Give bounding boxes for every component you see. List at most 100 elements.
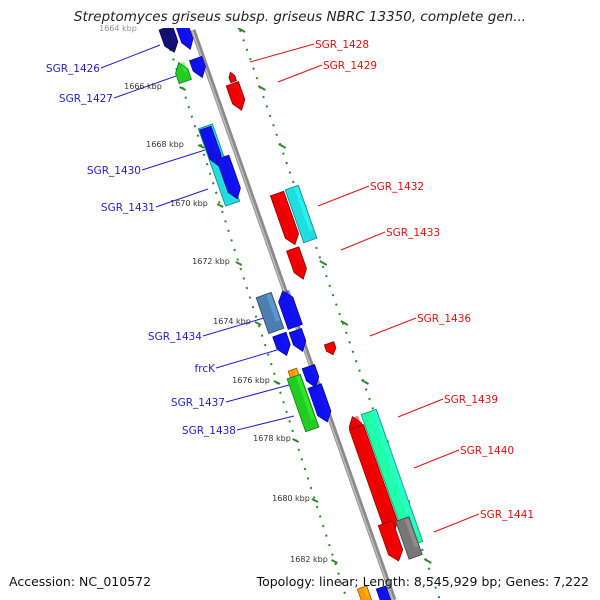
leader-sgr-1434 [202, 317, 265, 337]
tick-left-7 [292, 438, 300, 443]
tick-left-5 [254, 321, 262, 326]
tick-right-6 [361, 379, 370, 385]
gene-top-red [189, 0, 207, 14]
gene-bottom-blue [375, 585, 393, 600]
gene-label-sgr-1439[interactable]: SGR_1439 [444, 394, 498, 406]
gene-sgr-1433-outline [286, 246, 307, 280]
gene-sgr-1438-green-highlight [295, 375, 315, 421]
tick-left-8 [311, 498, 319, 503]
tick-right-0 [237, 28, 246, 33]
gene-frck-outline [272, 331, 291, 356]
gene-sgr-1429 [225, 81, 246, 111]
scale-label-1668: 1668 kbp [146, 140, 184, 149]
gene-label-sgr-1440[interactable]: SGR_1440 [460, 445, 514, 457]
leader-sgr-1433 [340, 231, 386, 251]
gene-bottom-orange-body [357, 585, 373, 600]
gene-sgr-1430 [199, 125, 222, 167]
gene-sgr-1434-highlight [285, 289, 299, 318]
tick-left-9 [331, 559, 338, 564]
leader-sgr-1432 [317, 185, 370, 207]
gene-sgr-1441-body [378, 520, 403, 561]
ruler-line-right [239, 29, 441, 600]
ruler-lines [163, 29, 441, 600]
gene-sgr-1427-blue-outline [189, 55, 206, 79]
gene-sgr-1428 [228, 71, 238, 84]
leader-sgr-1430 [141, 149, 206, 171]
scale-label-1664: 1664 kbp [99, 24, 137, 33]
gene-sgr-1438-outline [307, 383, 332, 423]
gene-label-sgr-1432[interactable]: SGR_1432 [370, 181, 424, 193]
scale-label-1678: 1678 kbp [253, 434, 291, 443]
scale-label-1666: 1666 kbp [124, 82, 162, 91]
gene-frck-2-outline [288, 327, 307, 353]
gene-sgr-1428-highlight [230, 72, 235, 78]
gene-label-sgr-1433[interactable]: SGR_1433 [386, 227, 440, 239]
gene-frck-2 [288, 327, 307, 353]
gene-sgr-1430-outline [199, 125, 222, 167]
gene-frck-highlight [281, 333, 290, 347]
gene-frck-2-highlight [297, 329, 305, 343]
leader-sgr-1427 [113, 75, 177, 99]
gene-sgr-1441-outline [377, 520, 404, 562]
gene-label-sgr-1434[interactable]: SGR_1434 [148, 331, 202, 343]
gene-sgr-1428-body [229, 72, 237, 83]
gene-top-red-highlight [197, 0, 203, 3]
leader-sgr-1438 [236, 415, 295, 431]
gene-sgr-1436-highlight [330, 342, 335, 350]
gene-label-sgr-1437[interactable]: SGR_1437 [171, 397, 225, 409]
gene-sgr-1441-gray-outline [395, 516, 423, 560]
gene-sgr-1426-navy-highlight [167, 28, 177, 44]
gene-sgr-1440-body [349, 424, 398, 533]
gene-label-sgr-1431[interactable]: SGR_1431 [101, 202, 155, 214]
gene-label-sgr-1427[interactable]: SGR_1427 [59, 93, 113, 105]
gene-sgr-1432-cyan-outline [284, 184, 318, 244]
gene-label-sgr-1429[interactable]: SGR_1429 [323, 60, 377, 72]
gene-label-sgr-1426[interactable]: SGR_1426 [46, 63, 100, 75]
gene-top-red-body [189, 0, 207, 14]
gene-sgr-1438-highlight [316, 385, 330, 413]
gene-sgr-1441 [377, 520, 404, 562]
leader-sgr-1429 [277, 64, 323, 83]
tick-right-1 [257, 85, 266, 91]
gene-sgr-1438-green-outline [286, 373, 320, 433]
gene-bottom-orange [356, 585, 374, 600]
scale-label-1670: 1670 kbp [170, 199, 208, 208]
gene-sgr-1436 [323, 341, 337, 356]
gene-sgr-1432 [269, 190, 300, 246]
gene-sgr-1434-steel [255, 291, 285, 335]
gene-sgr-1432-body [270, 191, 299, 245]
accession-text: Accession: NC_010572 [9, 574, 152, 589]
gene-sgr-1427-blue [189, 55, 206, 79]
gene-sgr-1429-highlight [234, 82, 244, 102]
gene-sgr-1430-highlight [207, 127, 221, 157]
leader-frck [215, 349, 278, 369]
gene-sgr-1432-cyan [284, 184, 318, 244]
gene-sgr-1430-body [199, 126, 222, 166]
gene-label-frck[interactable]: frcK [195, 363, 217, 375]
gene-sgr-1436-outline [323, 341, 337, 356]
gene-bottom-blue-body [376, 585, 392, 600]
gene-label-sgr-1428[interactable]: SGR_1428 [315, 39, 369, 51]
scale-label-1674: 1674 kbp [213, 317, 251, 326]
tick-right-9 [423, 558, 432, 564]
gene-label-sgr-1441[interactable]: SGR_1441 [480, 509, 534, 521]
ruler-line-left [163, 29, 348, 600]
gene-sgr-1434-steel-outline [255, 291, 285, 335]
gene-label-sgr-1438[interactable]: SGR_1438 [182, 425, 236, 437]
topology-text: Topology: linear; Length: 8,545,929 bp; … [256, 574, 589, 589]
gene-sgr-1432-cyan-highlight [293, 186, 313, 232]
gene-sgr-1437-highlight [310, 365, 318, 379]
gene-label-sgr-1430[interactable]: SGR_1430 [87, 165, 141, 177]
gene-sgr-1426-navy-outline [158, 28, 179, 53]
scale-labels: 1664 kbp 1666 kbp 1668 kbp 1670 kbp 1672… [99, 24, 328, 564]
gene-features [158, 0, 424, 600]
gene-sgr-1434-outline [278, 290, 303, 330]
gene-sgr-1431-outline [216, 154, 241, 200]
tick-right-5 [340, 320, 349, 326]
leader-sgr-1439 [397, 398, 444, 418]
gene-sgr-1441-gray-body [395, 516, 423, 560]
gene-label-sgr-1436[interactable]: SGR_1436 [417, 313, 471, 325]
gene-sgr-1432-highlight [279, 192, 298, 236]
gene-sgr-1426-blue-outline [175, 28, 194, 50]
